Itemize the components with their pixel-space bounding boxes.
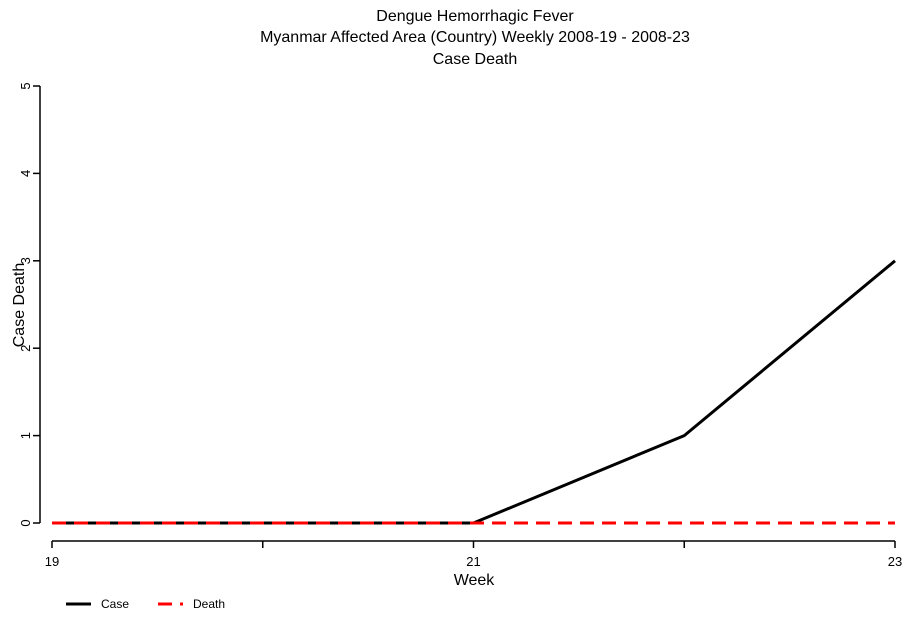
x-axis-ticks: 19 21 23 — [45, 541, 902, 569]
y-tick-label: 1 — [18, 432, 33, 439]
legend-label-death: Death — [193, 597, 225, 611]
y-tick-label: 3 — [18, 257, 33, 264]
y-tick-label: 4 — [18, 170, 33, 177]
y-axis-label: Case Death — [11, 263, 28, 348]
y-axis-ticks: 0 1 2 3 4 5 — [18, 82, 40, 527]
x-tick-label: 19 — [45, 554, 59, 569]
x-tick-label: 23 — [888, 554, 902, 569]
chart-title: Dengue Hemorrhagic Fever — [376, 8, 574, 25]
x-tick-label: 21 — [466, 554, 480, 569]
x-axis-label: Week — [454, 572, 496, 589]
legend: Case Death — [66, 597, 225, 611]
chart-subtitle-2: Case Death — [433, 51, 518, 68]
y-tick-label: 2 — [18, 345, 33, 352]
legend-label-case: Case — [101, 597, 129, 611]
series-line-case — [52, 259, 896, 525]
chart-subtitle: Myanmar Affected Area (Country) Weekly 2… — [260, 29, 690, 46]
series-layer — [52, 259, 896, 525]
y-tick-label: 5 — [18, 82, 33, 89]
y-tick-label: 0 — [18, 519, 33, 526]
